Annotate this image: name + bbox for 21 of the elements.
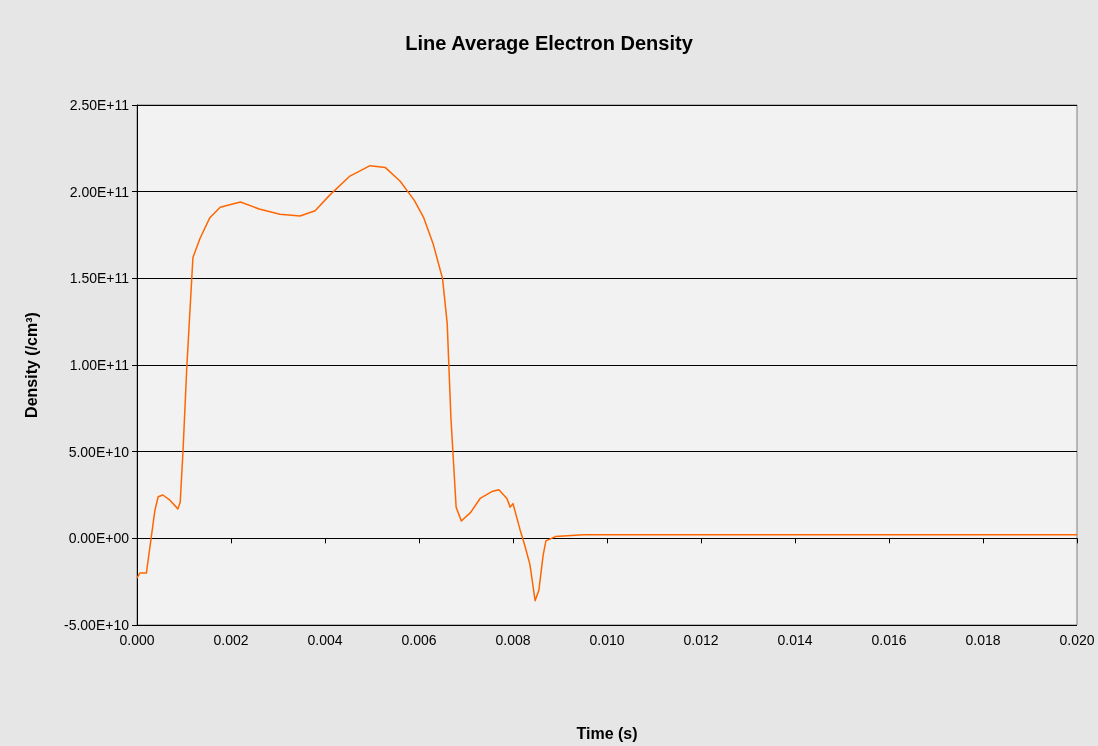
x-tick-label: 0.006 bbox=[401, 632, 437, 648]
x-tick-label: 0.010 bbox=[589, 632, 625, 648]
x-tick-label: 0.008 bbox=[495, 632, 531, 648]
y-tick-label: -5.00E+10 bbox=[64, 617, 130, 633]
y-tick-label: 0.00E+00 bbox=[68, 530, 130, 547]
x-tick-label: 0.002 bbox=[213, 632, 249, 648]
y-tick-label: 1.00E+11 bbox=[69, 357, 130, 373]
x-tick-label: 0.018 bbox=[965, 632, 1001, 648]
x-tick-label: 0.016 bbox=[871, 632, 907, 648]
x-tick-label: 0.020 bbox=[1059, 632, 1095, 648]
x-tick-label: 0.012 bbox=[683, 632, 719, 648]
x-axis-title: Time (s) bbox=[576, 724, 638, 742]
y-tick-label: 2.00E+11 bbox=[69, 183, 130, 200]
y-tick-label: 1.50E+11 bbox=[69, 270, 130, 287]
x-tick-label: 0.004 bbox=[307, 632, 343, 648]
y-axis-title: Density (/cm³) bbox=[22, 312, 40, 418]
y-tick-label: 5.00E+10 bbox=[68, 443, 130, 460]
chart-title: Line Average Electron Density bbox=[405, 32, 694, 54]
y-tick-label: 2.50E+11 bbox=[69, 97, 130, 113]
x-tick-label: 0.000 bbox=[119, 632, 155, 648]
x-tick-label: 0.014 bbox=[777, 632, 813, 648]
